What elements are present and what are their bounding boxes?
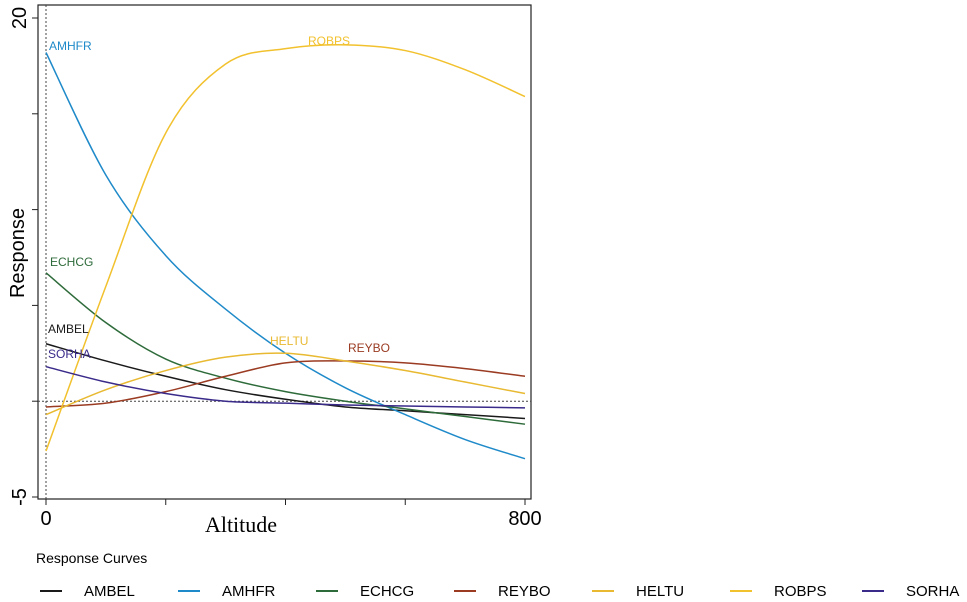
response-curves-chart: 0 800 20 -5 AMHFR ROBPS ECHCG AMBEL SORHA HELTU R… (7, 4, 542, 537)
legend-item-reybo: REYBO (454, 581, 551, 601)
legend-swatch (454, 590, 476, 592)
series-layer (45, 44, 526, 460)
legend-swatch (178, 590, 200, 592)
y-axis-label: Response (7, 208, 29, 298)
legend-item-ambel: AMBEL (40, 581, 135, 601)
legend-label: ROBPS (774, 582, 827, 600)
legend-item-sorha: SORHA (862, 581, 959, 601)
annotation-echcg: ECHCG (50, 255, 93, 269)
legend-label: ECHCG (360, 582, 415, 600)
series-line-reybo (45, 360, 526, 408)
x-tick-label: 0 (40, 508, 51, 530)
series-line-ambel (45, 342, 526, 420)
series-line-robps (45, 44, 526, 452)
legend-label: SORHA (906, 582, 960, 600)
annotation-sorha: SORHA (48, 347, 91, 361)
y-tick-label: -5 (9, 488, 31, 506)
legend-label: HELTU (636, 582, 685, 600)
annotation-robps: ROBPS (308, 34, 350, 48)
annotation-reybo: REYBO (348, 341, 390, 355)
legend-swatch (862, 590, 884, 592)
annotation-ambel: AMBEL (48, 322, 89, 336)
legend-swatch (40, 590, 62, 592)
series-line-sorha (45, 365, 526, 409)
legend-label: AMHFR (222, 582, 276, 600)
series-line-amhfr (45, 52, 526, 460)
y-tick-label: 20 (9, 7, 31, 29)
legend-item-heltu: HELTU (592, 581, 684, 601)
legend-swatch (592, 590, 614, 592)
legend-title: Response Curves (36, 550, 148, 566)
legend-item-robps: ROBPS (730, 581, 827, 601)
legend-swatch (730, 590, 752, 592)
series-line-heltu (45, 352, 526, 416)
legend-label: AMBEL (84, 582, 135, 600)
reference-lines (38, 5, 531, 499)
legend: AMBEL AMHFR ECHCG REYBO HELTU ROBPS SORHA (40, 581, 967, 601)
annotation-layer: AMHFR ROBPS ECHCG AMBEL SORHA HELTU REYBO (48, 34, 390, 361)
annotation-amhfr: AMHFR (49, 39, 92, 53)
plot-frame (37, 4, 532, 500)
legend-item-echcg: ECHCG (316, 581, 414, 601)
axis-ticks: 0 800 20 -5 (9, 7, 542, 530)
legend-swatch (316, 590, 338, 592)
series-line-echcg (45, 272, 526, 425)
legend-label: REYBO (498, 582, 551, 600)
x-axis-label: Altitude (205, 512, 277, 537)
annotation-heltu: HELTU (270, 334, 308, 348)
legend-item-amhfr: AMHFR (178, 581, 275, 601)
x-tick-label: 800 (508, 508, 541, 530)
